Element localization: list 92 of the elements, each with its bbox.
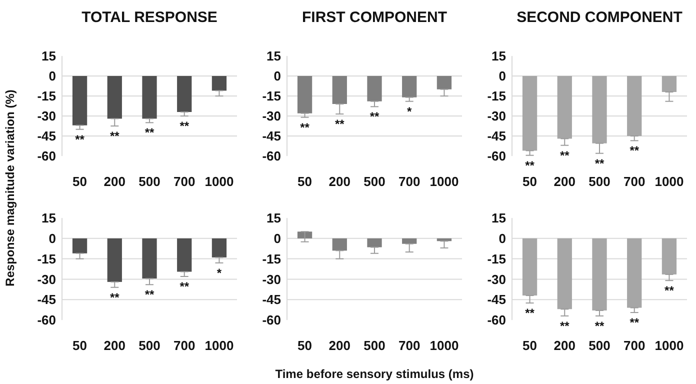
y-tick-label: -45 <box>262 128 281 144</box>
x-tick-label: 50 <box>72 174 88 189</box>
y-tick-label: 0 <box>274 230 281 246</box>
chart-title: SECOND COMPONENT <box>516 9 682 26</box>
y-tick-label: -45 <box>487 292 506 308</box>
y-tick-label: 15 <box>266 210 281 226</box>
y-tick-label: -45 <box>262 292 281 308</box>
y-tick-label: -15 <box>37 88 56 104</box>
x-tick-label: 500 <box>588 338 610 353</box>
annotation: ** <box>144 288 154 302</box>
x-tick-label: 200 <box>104 338 126 353</box>
x-tick-label: 1000 <box>430 174 459 189</box>
annotation: ** <box>525 306 535 320</box>
y-tick-label: -60 <box>37 312 56 328</box>
x-tick-label: 700 <box>174 338 196 353</box>
annotation: ** <box>110 129 120 143</box>
annotation: ** <box>180 279 190 294</box>
annotation: ** <box>594 156 604 170</box>
x-tick-label: 700 <box>624 174 646 189</box>
annotation: ** <box>664 284 674 298</box>
chart-title: FIRST COMPONENT <box>302 9 447 26</box>
y-tick-label: -15 <box>37 251 56 266</box>
x-tick-label: 200 <box>554 338 576 353</box>
y-tick-label: -30 <box>37 108 56 124</box>
annotation: ** <box>110 290 120 304</box>
x-tick-label: 500 <box>138 338 160 353</box>
y-tick-label: -60 <box>37 148 56 164</box>
x-tick-label: 500 <box>138 174 160 189</box>
annotation: ** <box>560 148 570 162</box>
annotation: ** <box>525 158 535 172</box>
x-tick-label: 50 <box>72 338 88 353</box>
y-tick-label: -30 <box>487 272 506 287</box>
x-tick-label: 50 <box>522 174 538 189</box>
x-tick-label: 50 <box>298 174 312 189</box>
x-tick-label: 200 <box>328 174 350 189</box>
y-tick-label: -60 <box>262 148 281 164</box>
x-tick-label: 1000 <box>204 338 234 353</box>
x-tick-label: 500 <box>364 174 386 189</box>
y-tick-label: -45 <box>37 292 56 308</box>
y-tick-label: 15 <box>42 48 56 64</box>
y-tick-label: 0 <box>498 230 506 246</box>
y-tick-label: -30 <box>262 108 281 124</box>
x-axis-title: Time before sensory stimulus (ms) <box>275 367 474 381</box>
y-tick-label: -60 <box>262 312 281 328</box>
y-tick-label: -15 <box>262 251 281 266</box>
y-tick-label: -45 <box>487 128 506 144</box>
annotation: * <box>216 266 222 280</box>
x-tick-label: 1000 <box>654 338 684 353</box>
x-tick-label: 700 <box>174 174 196 189</box>
x-tick-label: 500 <box>588 174 610 189</box>
annotation: ** <box>370 110 380 124</box>
x-tick-label: 200 <box>104 174 126 189</box>
y-tick-label: 15 <box>492 48 506 64</box>
y-tick-label: -15 <box>487 88 506 104</box>
y-tick-label: -30 <box>37 272 56 287</box>
y-tick-label: 15 <box>42 210 56 226</box>
x-tick-label: 700 <box>398 174 420 189</box>
y-tick-label: 0 <box>274 68 281 84</box>
y-tick-label: -45 <box>37 128 56 144</box>
y-tick-label: 15 <box>266 48 281 64</box>
x-tick-label: 500 <box>364 338 386 353</box>
chart-title: TOTAL RESPONSE <box>82 9 218 26</box>
y-tick-label: 15 <box>492 210 506 226</box>
y-tick-label: -15 <box>262 88 281 104</box>
x-tick-label: 50 <box>298 338 312 353</box>
y-tick-label: -60 <box>487 148 506 164</box>
annotation: ** <box>630 144 640 158</box>
y-tick-label: -30 <box>487 108 506 124</box>
y-tick-label: -30 <box>262 272 281 287</box>
y-tick-label: 0 <box>48 230 56 246</box>
y-tick-label: -15 <box>487 251 506 266</box>
annotation: ** <box>144 126 154 140</box>
annotation: * <box>407 104 412 118</box>
y-axis-title: Response magnitude variation (%) <box>3 90 17 286</box>
x-tick-label: 1000 <box>204 174 234 189</box>
x-tick-label: 200 <box>554 174 576 189</box>
y-tick-label: 0 <box>498 68 506 84</box>
x-tick-label: 700 <box>398 338 420 353</box>
x-tick-label: 1000 <box>430 338 459 353</box>
annotation: ** <box>180 119 190 133</box>
x-tick-label: 700 <box>624 338 646 353</box>
annotation: ** <box>300 120 310 134</box>
y-tick-label: 0 <box>48 68 56 84</box>
x-tick-label: 1000 <box>654 174 684 189</box>
x-tick-label: 200 <box>328 338 350 353</box>
y-tick-label: -60 <box>487 312 506 328</box>
x-tick-label: 50 <box>522 338 538 353</box>
annotation: ** <box>334 117 345 131</box>
annotation: ** <box>75 132 85 146</box>
annotation: ** <box>560 318 570 333</box>
annotation: ** <box>594 318 604 333</box>
annotation: ** <box>630 316 640 330</box>
